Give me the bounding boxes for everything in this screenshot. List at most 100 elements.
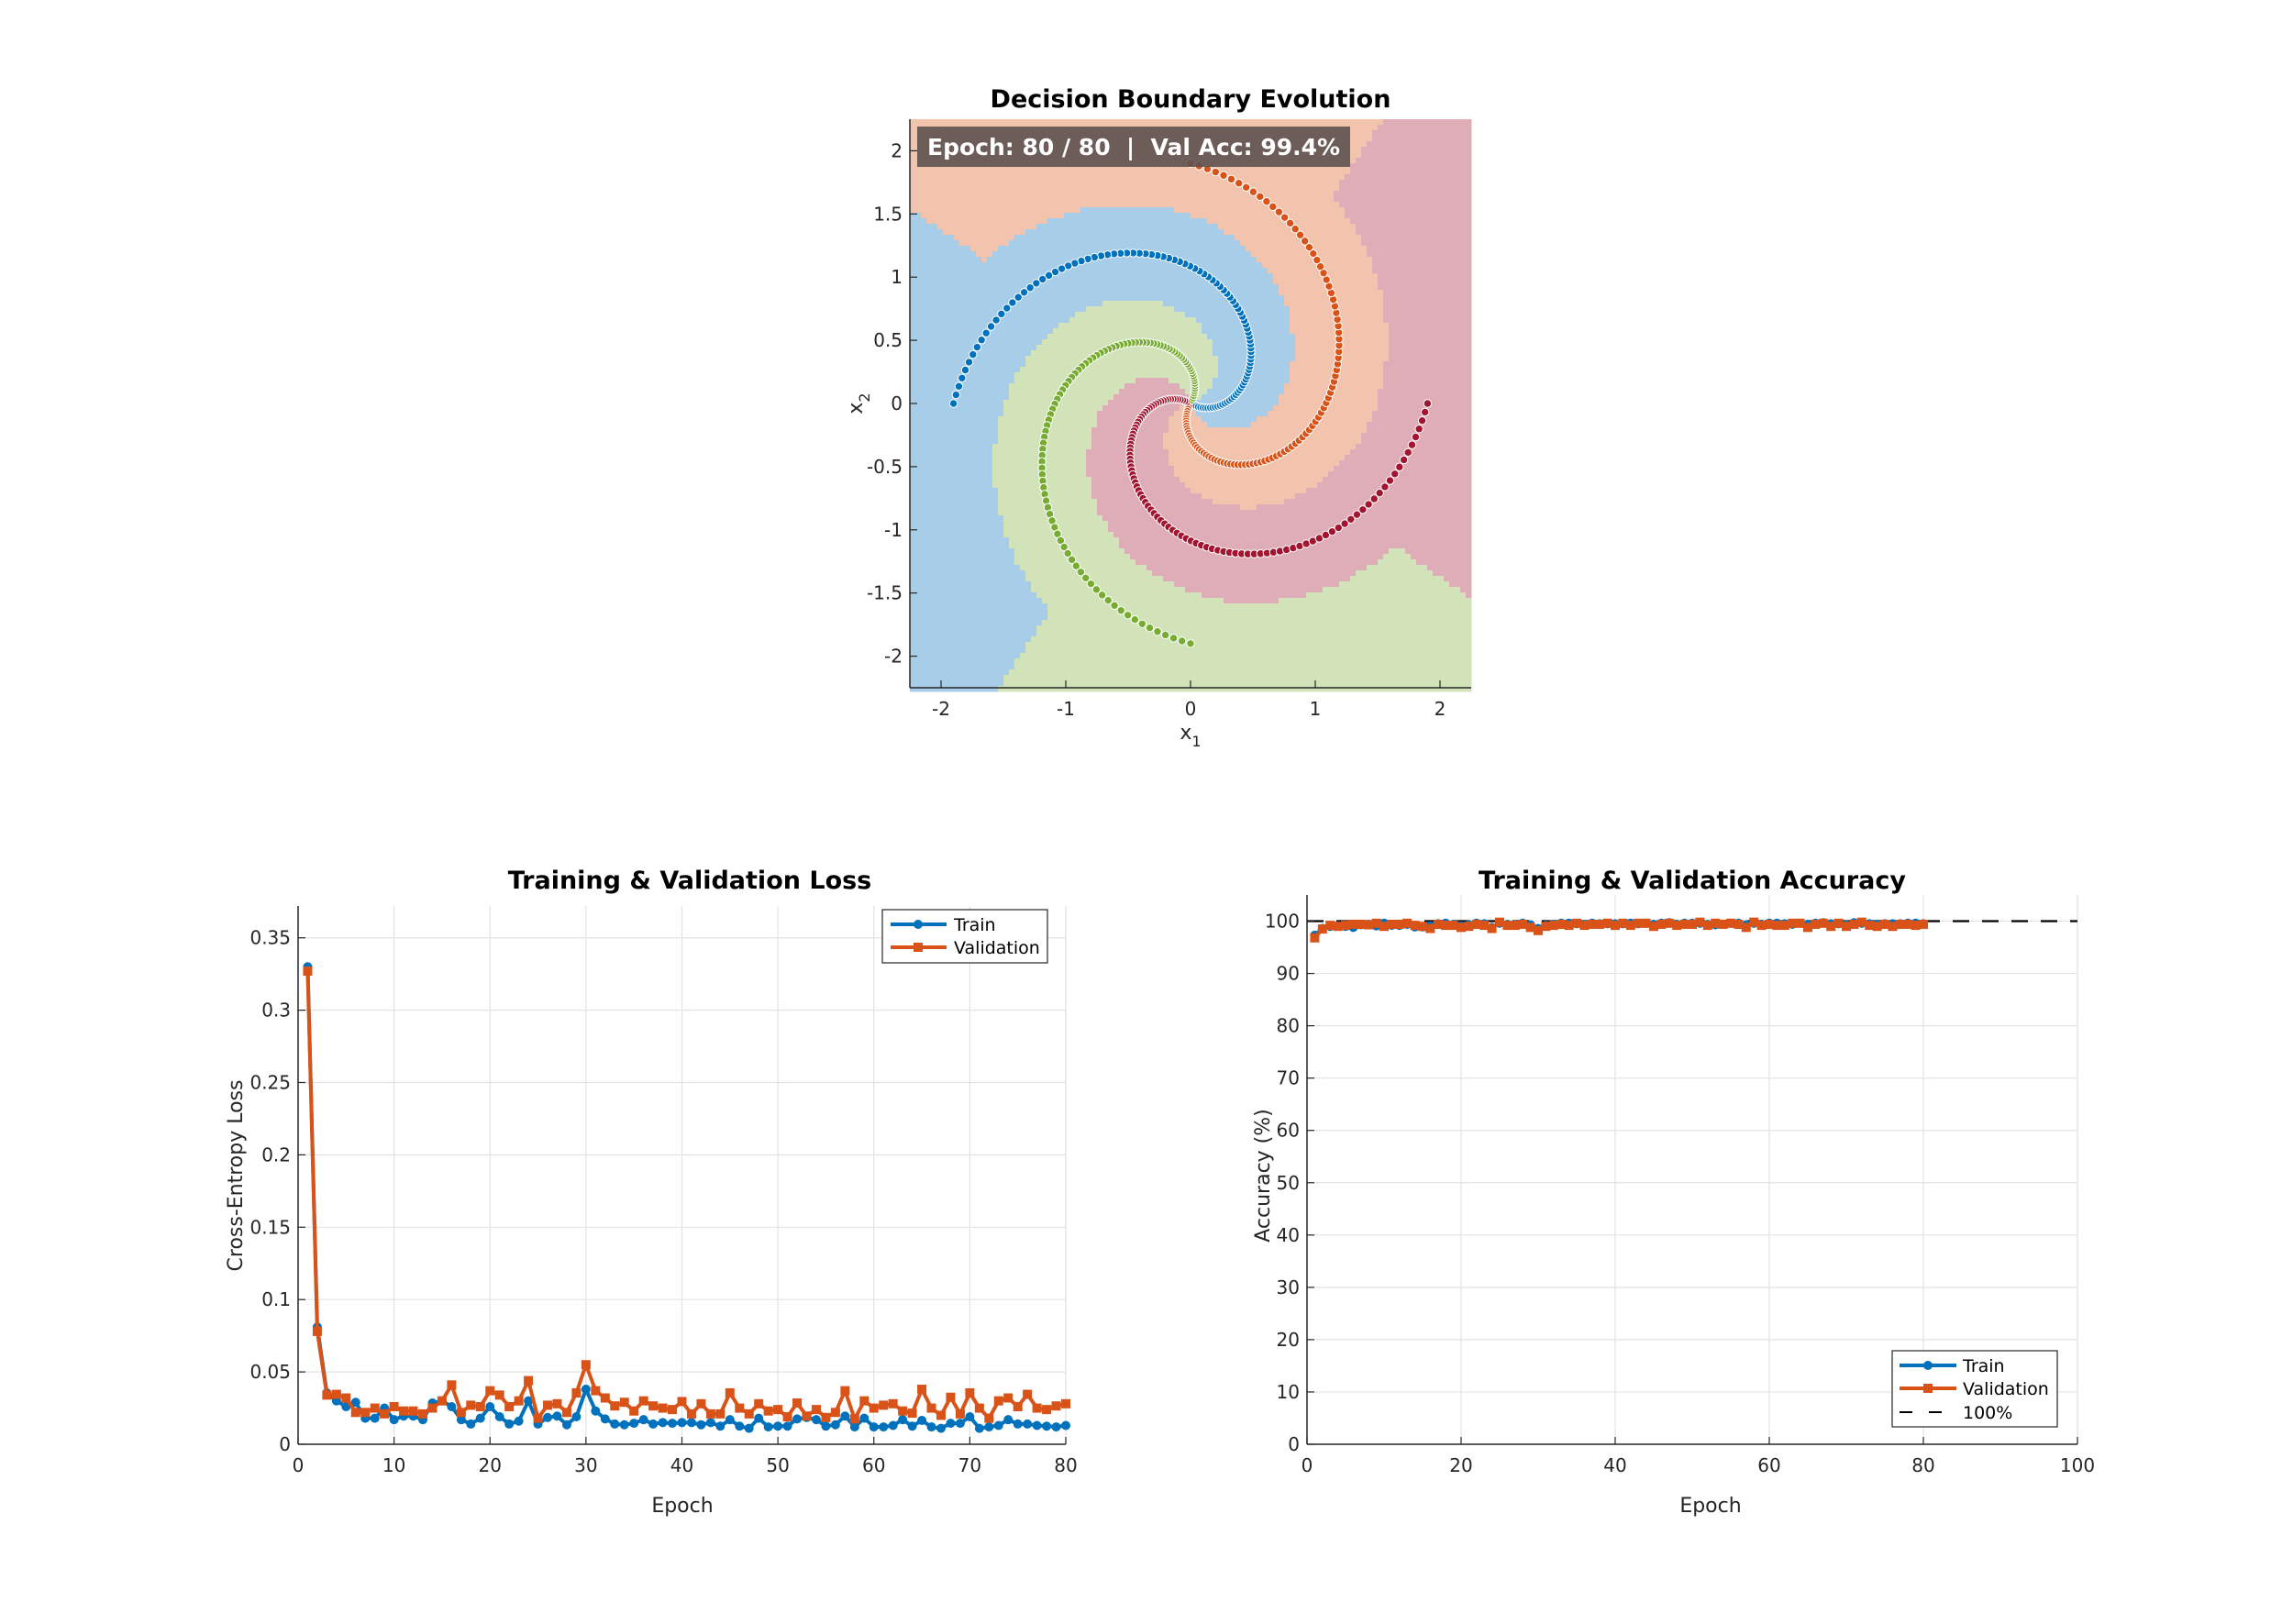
region-cell (1108, 361, 1114, 368)
region-cell (1086, 279, 1092, 285)
region-cell (1042, 174, 1048, 181)
region-cell (1163, 295, 1169, 302)
region-cell (1350, 169, 1357, 175)
region-cell (959, 224, 966, 230)
region-cell (976, 328, 982, 335)
region-cell (1218, 213, 1224, 219)
region-cell (1025, 312, 1032, 318)
region-cell (1036, 235, 1043, 241)
region-cell (1290, 378, 1296, 384)
region-cell (1273, 251, 1279, 258)
region-cell (1383, 207, 1390, 214)
region-cell (1224, 339, 1230, 346)
region-cell (1323, 290, 1329, 296)
region-cell (1036, 323, 1043, 329)
region-cell (1372, 334, 1379, 340)
region-cell (1405, 345, 1412, 351)
region-cell (992, 350, 999, 357)
region-cell (987, 268, 993, 274)
region-cell (1383, 202, 1390, 208)
region-cell (1097, 312, 1103, 318)
region-cell (1158, 383, 1164, 390)
region-cell (1119, 356, 1125, 362)
region-cell (1102, 119, 1109, 126)
region-cell (1251, 284, 1257, 291)
region-cell (1422, 224, 1428, 230)
region-cell (1169, 356, 1175, 362)
region-cell (998, 284, 1004, 291)
region-cell (1367, 268, 1373, 274)
region-cell (1218, 328, 1224, 335)
region-cell (1251, 328, 1257, 335)
region-cell (1427, 339, 1434, 346)
region-cell (1389, 180, 1395, 186)
region-cell (1411, 235, 1417, 241)
region-cell (937, 372, 944, 379)
region-cell (1433, 136, 1439, 142)
region-cell (1069, 323, 1076, 329)
region-cell (1135, 367, 1142, 373)
region-cell (1350, 202, 1357, 208)
region-cell (1086, 235, 1092, 241)
region-cell (1130, 196, 1136, 203)
region-cell (948, 174, 955, 181)
region-cell (965, 169, 971, 175)
region-cell (1058, 317, 1065, 324)
region-cell (981, 257, 988, 263)
region-cell (1169, 328, 1175, 335)
region-cell (1350, 279, 1357, 285)
region-cell (976, 207, 982, 214)
region-cell (1025, 251, 1032, 258)
region-cell (1400, 257, 1406, 263)
region-cell (1279, 224, 1285, 230)
region-cell (1053, 207, 1059, 214)
region-cell (1328, 262, 1335, 269)
region-cell (1438, 257, 1445, 263)
region-cell (1042, 312, 1048, 318)
region-cell (1295, 213, 1302, 219)
region-cell (1014, 290, 1021, 296)
region-cell (1389, 268, 1395, 274)
region-cell (1383, 312, 1390, 318)
region-cell (1086, 312, 1092, 318)
region-cell (1146, 119, 1153, 126)
region-cell (1213, 196, 1219, 203)
region-cell (976, 383, 982, 390)
region-cell (1097, 290, 1103, 296)
region-cell (1135, 224, 1142, 230)
region-cell (1460, 229, 1467, 236)
region-cell (1411, 152, 1417, 159)
region-cell (926, 251, 933, 258)
region-cell (1350, 136, 1357, 142)
region-cell (1202, 317, 1208, 324)
region-cell (965, 378, 971, 384)
region-cell (1053, 323, 1059, 329)
region-cell (1433, 163, 1439, 170)
region-cell (1141, 207, 1147, 214)
region-cell (1268, 218, 1274, 225)
region-cell (1361, 158, 1368, 164)
region-cell (1367, 191, 1373, 197)
region-cell (970, 323, 977, 329)
region-cell (1438, 350, 1445, 357)
region-cell (1135, 295, 1142, 302)
region-cell (976, 180, 982, 186)
region-cell (1163, 334, 1169, 340)
region-cell (1185, 174, 1191, 181)
region-cell (1251, 229, 1257, 236)
region-cell (1449, 202, 1456, 208)
region-cell (1169, 301, 1175, 307)
region-cell (1356, 246, 1362, 252)
region-cell (1416, 367, 1423, 373)
region-cell (948, 235, 955, 241)
region-cell (1047, 279, 1054, 285)
region-cell (1411, 218, 1417, 225)
region-cell (1323, 350, 1329, 357)
region-cell (915, 174, 922, 181)
region-cell (992, 235, 999, 241)
region-cell (1130, 169, 1136, 175)
region-cell (1113, 218, 1120, 225)
region-cell (987, 279, 993, 285)
region-cell (1196, 306, 1202, 313)
region-cell (1091, 290, 1098, 296)
